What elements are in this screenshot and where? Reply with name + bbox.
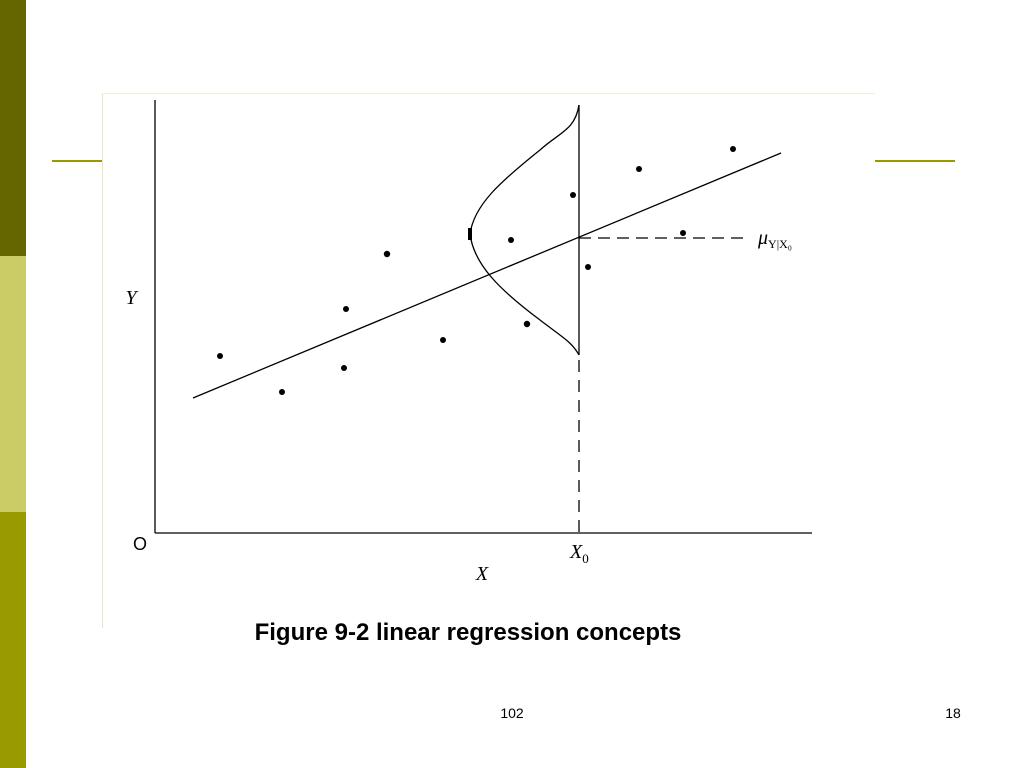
y-axis-label: Y [125, 287, 138, 309]
footer-center: 102 [500, 705, 524, 721]
point [508, 237, 514, 243]
point [680, 230, 686, 236]
side-bar-middle [0, 256, 26, 512]
x-axis-label: X [475, 563, 489, 585]
point [440, 337, 446, 343]
scatter-points [217, 146, 736, 395]
diagram [154, 100, 812, 534]
mean-base: μ [757, 227, 768, 249]
point [730, 146, 736, 152]
page-number: 18 [945, 705, 961, 721]
point [468, 228, 472, 240]
point [279, 389, 285, 395]
caption: Figure 9-2 linear regression concepts [255, 619, 682, 646]
origin-label: O [133, 534, 147, 554]
side-bar-bottom [0, 512, 26, 768]
point [383, 250, 391, 258]
regression-line [192, 152, 782, 399]
figure-box [102, 93, 875, 628]
point [217, 353, 223, 359]
side-bar-top [0, 0, 26, 256]
point [523, 320, 531, 328]
point [341, 365, 347, 371]
point [585, 264, 591, 270]
x0-sub: 0 [582, 551, 589, 566]
mean-label: μY|X₀ [757, 227, 792, 251]
x0-label: X0 [569, 541, 589, 566]
point [636, 166, 642, 172]
point [570, 192, 576, 198]
mean-sub: Y|X₀ [768, 237, 792, 251]
x0-base: X [569, 541, 583, 563]
point [343, 306, 349, 312]
